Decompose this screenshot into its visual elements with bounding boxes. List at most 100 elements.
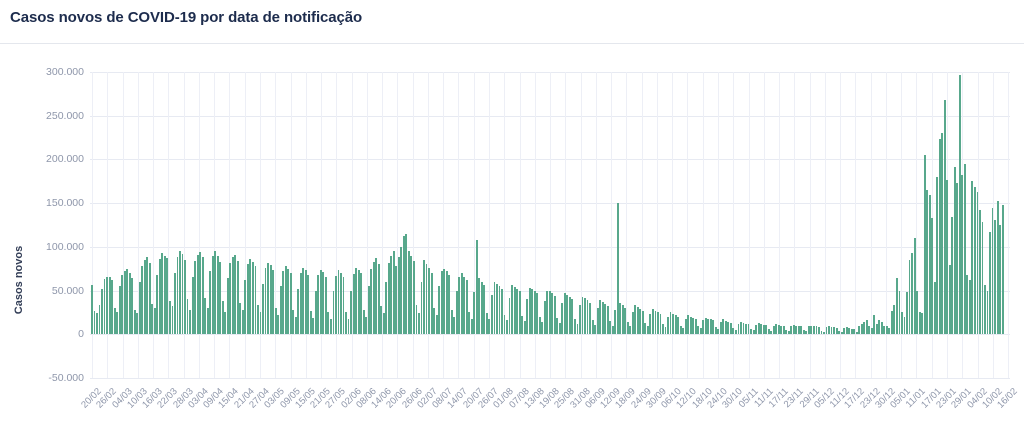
bar[interactable] [674,315,677,335]
bar[interactable] [709,319,712,335]
bar[interactable] [443,268,446,335]
bar[interactable] [712,320,715,335]
bar[interactable] [272,270,275,335]
bar[interactable] [903,316,906,335]
bar[interactable] [319,269,322,335]
bar[interactable] [506,320,508,335]
bar[interactable] [234,254,237,335]
bar[interactable] [475,239,478,335]
bar[interactable] [98,305,101,335]
bar[interactable] [216,256,219,335]
bar[interactable] [606,306,609,335]
bar[interactable] [735,329,737,335]
bar[interactable] [302,267,305,335]
bar[interactable] [397,257,400,335]
bar[interactable] [858,325,861,335]
bar[interactable] [209,271,212,335]
bar[interactable] [825,327,828,335]
bar[interactable] [148,262,151,335]
bar[interactable] [649,314,652,335]
bar[interactable] [740,322,742,335]
bar[interactable] [938,139,941,335]
bar[interactable] [797,325,800,335]
bar[interactable] [314,290,317,335]
bar[interactable] [672,314,674,335]
bar[interactable] [184,259,186,335]
bar[interactable] [913,238,916,335]
bar[interactable] [921,313,924,335]
bar[interactable] [438,286,441,335]
bar[interactable] [350,290,352,335]
bar[interactable] [931,218,934,335]
bar[interactable] [901,312,903,335]
bar[interactable] [496,283,498,335]
bar[interactable] [229,262,232,335]
bar[interactable] [214,251,217,335]
bar[interactable] [423,259,425,335]
bar[interactable] [402,235,405,335]
bar[interactable] [121,274,124,335]
bar[interactable] [168,301,171,335]
bar[interactable] [249,259,252,335]
bar[interactable] [455,290,458,335]
bar[interactable] [770,330,773,335]
bar[interactable] [128,273,131,335]
bar[interactable] [380,306,383,335]
bar[interactable] [445,271,448,335]
bar[interactable] [548,291,551,335]
bar[interactable] [724,321,727,335]
bar[interactable] [664,327,667,335]
bar[interactable] [259,312,262,335]
bar[interactable] [490,294,493,335]
bar[interactable] [999,225,1002,335]
bar[interactable] [594,324,597,335]
bar[interactable] [367,286,370,335]
bar[interactable] [918,311,921,335]
bar[interactable] [742,322,745,335]
bar[interactable] [179,251,181,335]
bar[interactable] [508,297,511,335]
bar[interactable] [196,254,199,335]
bar[interactable] [345,312,347,335]
bar[interactable] [299,273,302,335]
bar[interactable] [219,261,222,335]
bar[interactable] [201,257,204,335]
bar[interactable] [239,302,242,335]
bar[interactable] [689,316,692,335]
bar[interactable] [963,163,966,335]
bar[interactable] [634,305,637,335]
bar[interactable] [601,301,604,335]
bar[interactable] [375,258,378,335]
bar[interactable] [518,291,521,335]
bar[interactable] [875,323,878,335]
bar[interactable] [984,285,986,335]
bar[interactable] [966,274,969,335]
bar[interactable] [101,288,103,335]
bar[interactable] [362,309,365,335]
bar[interactable] [483,285,486,335]
bar[interactable] [833,327,835,335]
bar[interactable] [189,309,191,335]
bar[interactable] [973,187,976,335]
bar[interactable] [755,324,758,335]
bar[interactable] [888,328,891,335]
bar[interactable] [221,301,224,335]
bar[interactable] [382,313,385,335]
bar[interactable] [646,326,649,335]
bar[interactable] [521,315,524,335]
bar[interactable] [478,278,481,335]
bar[interactable] [440,271,443,335]
bar[interactable] [211,255,214,335]
bar[interactable] [704,317,707,335]
bar[interactable] [528,287,531,335]
bar[interactable] [772,325,775,335]
bar[interactable] [133,309,136,335]
bar[interactable] [241,309,244,335]
bar[interactable] [430,273,433,335]
bar[interactable] [264,267,267,335]
bar[interactable] [96,313,98,335]
bar[interactable] [787,330,790,335]
bar[interactable] [727,322,730,335]
bar[interactable] [347,318,350,335]
bar[interactable] [812,326,815,335]
